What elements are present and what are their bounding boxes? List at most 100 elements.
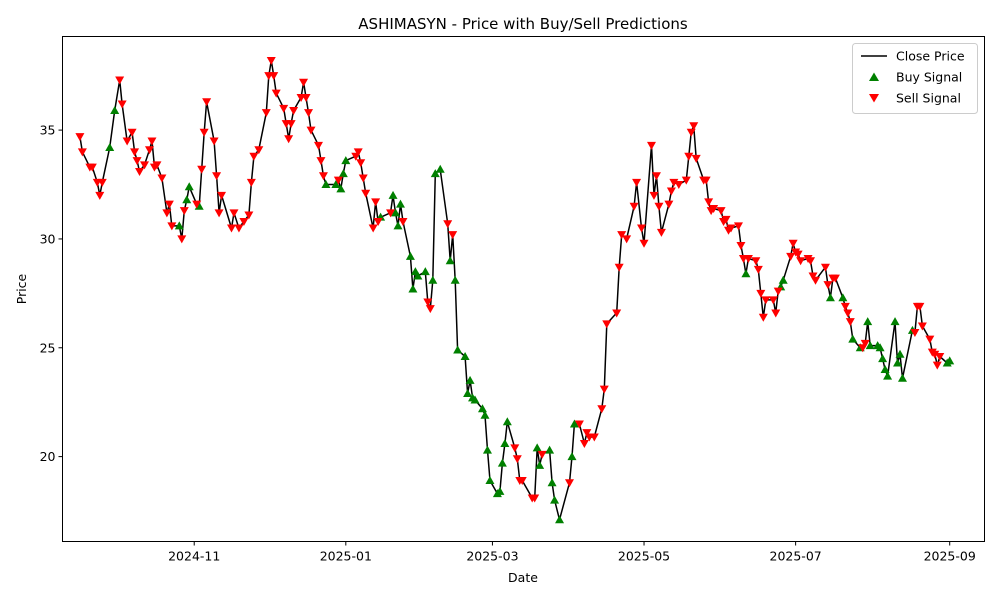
sell-signal-marker: [622, 235, 632, 244]
sell-signal-marker: [589, 433, 599, 442]
sell-signal-marker: [925, 335, 935, 344]
buy-signal-marker: [430, 169, 440, 178]
legend-label-buy-signal: Buy Signal: [896, 70, 962, 85]
x-tick-label: 2025-09: [924, 549, 976, 564]
buy-signal-marker: [393, 221, 403, 230]
buy-signal-marker: [110, 106, 120, 115]
buy-signal-marker: [875, 343, 885, 352]
sell-signal-marker: [192, 200, 202, 209]
buy-signal-marker: [547, 478, 557, 487]
buy-signal-marker: [838, 293, 848, 302]
sell-signal-marker: [910, 329, 920, 338]
sell-signal-marker: [845, 318, 855, 327]
sell-signal-marker: [637, 224, 647, 233]
sell-signal-marker: [843, 309, 853, 318]
sell-signal-marker: [917, 322, 927, 331]
sell-signal-marker: [935, 352, 945, 361]
sell-signal-marker: [811, 276, 821, 285]
sell-signal-marker: [646, 141, 656, 150]
buy-signal-marker: [388, 190, 398, 199]
buy-signal-marker: [555, 515, 565, 524]
buy-signal-marker: [453, 345, 463, 354]
sell-signal-marker: [709, 204, 719, 213]
sell-signal-marker: [246, 178, 256, 187]
sell-signal-marker: [820, 263, 830, 272]
sell-signal-markers: [75, 56, 945, 503]
sell-signal-marker: [177, 235, 187, 244]
sell-signal-marker: [530, 494, 540, 503]
y-axis-ticks: 20 25 30 35: [40, 123, 63, 464]
sell-signal-marker: [788, 239, 798, 248]
sell-signal-marker: [209, 137, 219, 146]
buy-signal-marker: [880, 365, 890, 374]
x-tick-label: 2025-03: [466, 549, 518, 564]
sell-signal-marker: [269, 72, 279, 81]
sell-signal-marker: [152, 161, 162, 170]
x-axis-label: Date: [508, 570, 538, 585]
sell-signal-marker: [786, 252, 796, 261]
buy-signal-marker: [480, 410, 490, 419]
sell-signal-marker: [122, 137, 132, 146]
buy-signal-marker: [182, 195, 192, 204]
sell-signal-marker: [773, 287, 783, 296]
y-tick-label: 35: [40, 123, 56, 138]
sell-signal-marker: [806, 257, 816, 266]
sell-signal-marker: [743, 255, 753, 264]
legend: Close Price Buy Signal Sell Signal: [852, 43, 978, 114]
sell-signal-marker: [599, 385, 609, 394]
sell-signal-marker: [299, 78, 309, 87]
sell-signal-marker: [77, 148, 87, 157]
sell-signal-marker: [164, 200, 174, 209]
sell-signal-marker: [115, 76, 125, 85]
sell-signal-marker: [701, 176, 711, 185]
buy-signal-marker: [391, 208, 401, 217]
sell-signal-marker: [617, 231, 627, 240]
buy-signal-marker: [420, 267, 430, 276]
sell-signal-marker: [756, 289, 766, 298]
legend-sell-marker: [869, 94, 879, 103]
sell-signal-marker: [629, 202, 639, 211]
x-tick-label: 2025-01: [320, 549, 372, 564]
buy-signal-marker: [450, 275, 460, 284]
buy-signal-marker: [897, 373, 907, 382]
sell-signal-marker: [517, 477, 527, 486]
sell-signal-marker: [373, 218, 383, 227]
sell-signal-marker: [289, 107, 299, 116]
x-tick-label: 2024-11: [168, 549, 220, 564]
buy-signal-marker: [405, 251, 415, 260]
sell-signal-marker: [649, 191, 659, 200]
sell-signal-marker: [212, 172, 222, 181]
sell-signal-marker: [313, 141, 323, 150]
sell-signal-marker: [147, 137, 157, 146]
buy-signal-marker: [445, 256, 455, 265]
buy-signal-marker: [482, 445, 492, 454]
sell-signal-marker: [686, 128, 696, 137]
sell-signal-marker: [579, 440, 589, 449]
sell-signal-marker: [691, 154, 701, 163]
sell-signal-marker: [830, 274, 840, 283]
sell-signal-marker: [271, 89, 281, 98]
buy-signal-marker: [413, 271, 423, 280]
sell-signal-marker: [423, 298, 433, 307]
sell-signal-marker: [582, 429, 592, 438]
buy-signal-marker: [500, 439, 510, 448]
sell-signal-marker: [721, 215, 731, 224]
sell-signal-marker: [132, 157, 142, 166]
sell-signal-marker: [753, 265, 763, 274]
sell-signal-marker: [564, 479, 574, 488]
sell-signal-marker: [684, 152, 694, 161]
sell-signal-marker: [932, 361, 942, 370]
sell-signal-marker: [614, 263, 624, 272]
buy-signal-marker: [863, 317, 873, 326]
sell-signal-marker: [179, 207, 189, 216]
sell-signal-marker: [162, 209, 172, 218]
sell-signal-marker: [353, 148, 363, 157]
sell-signal-marker: [333, 176, 343, 185]
sell-signal-marker: [197, 165, 207, 174]
sell-signal-marker: [368, 224, 378, 233]
legend-label-sell-signal: Sell Signal: [896, 91, 961, 106]
buy-signal-marker: [741, 269, 751, 278]
buy-signal-marker: [321, 180, 331, 189]
buy-signal-marker: [485, 476, 495, 485]
